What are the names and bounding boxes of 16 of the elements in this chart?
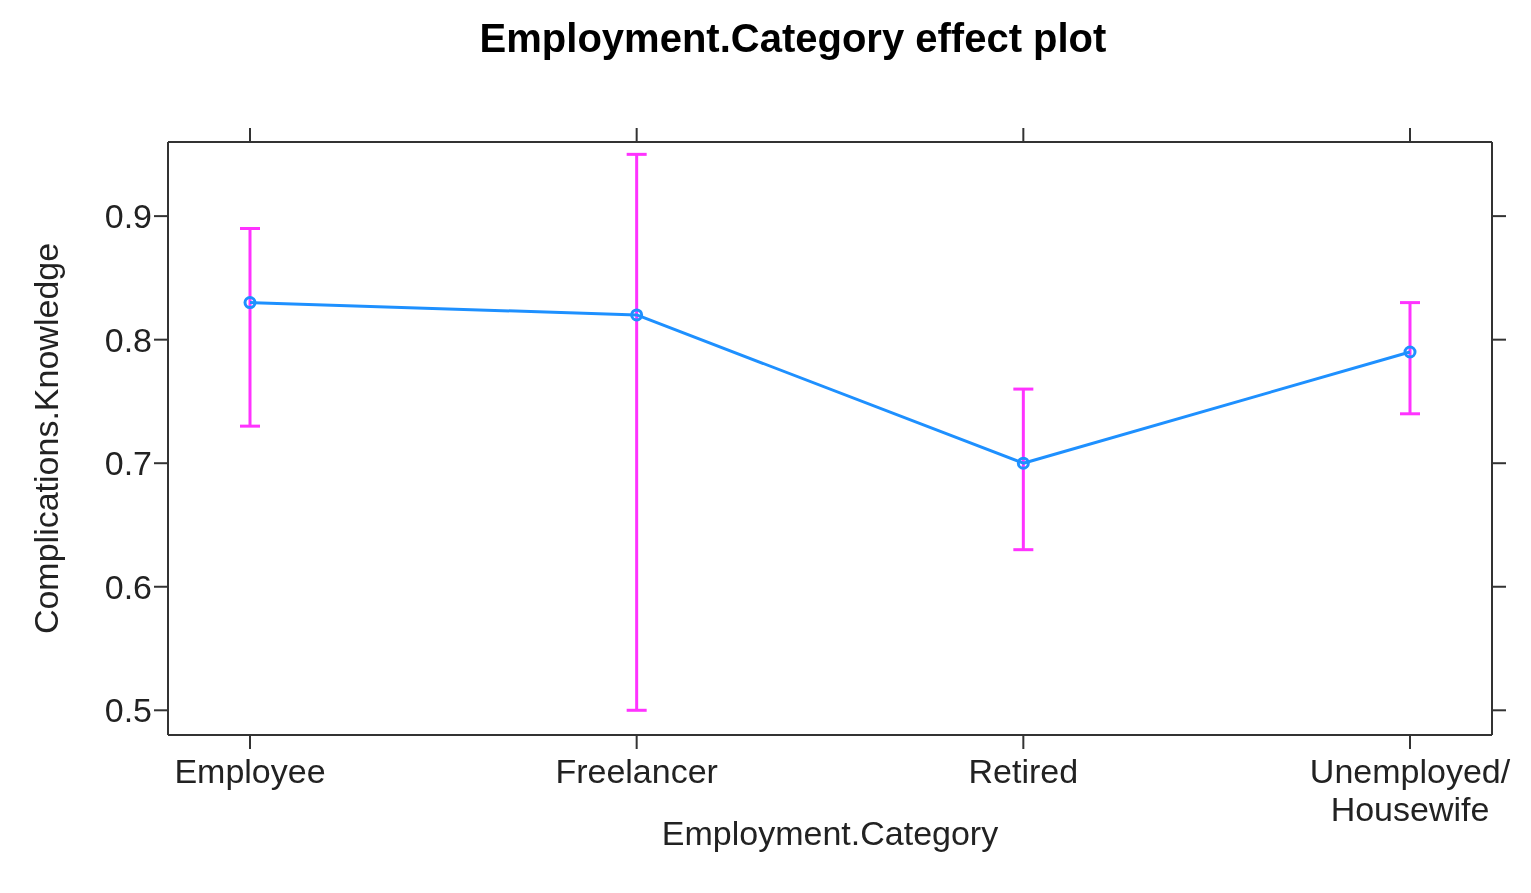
x-tick-label: Freelancer xyxy=(555,752,718,790)
x-tick-label: Employee xyxy=(174,752,326,790)
y-tick-label: 0.9 xyxy=(104,197,152,236)
y-tick-label: 0.5 xyxy=(104,691,152,730)
chart-title: Employment.Category effect plot xyxy=(478,16,1108,61)
y-tick-label: 0.8 xyxy=(104,320,152,359)
x-tick-label: Unemployed/Housewife xyxy=(1309,752,1511,828)
x-tick-label: Retired xyxy=(968,752,1079,790)
point xyxy=(243,296,257,310)
point xyxy=(630,308,644,322)
y-tick-label: 0.6 xyxy=(104,567,152,606)
y-tick-label: 0.7 xyxy=(104,444,152,483)
x-axis-title: Employment.Category xyxy=(661,814,999,852)
point xyxy=(1403,345,1417,359)
point xyxy=(1016,456,1030,470)
y-axis-title: Complications.Knowledge xyxy=(27,242,66,635)
